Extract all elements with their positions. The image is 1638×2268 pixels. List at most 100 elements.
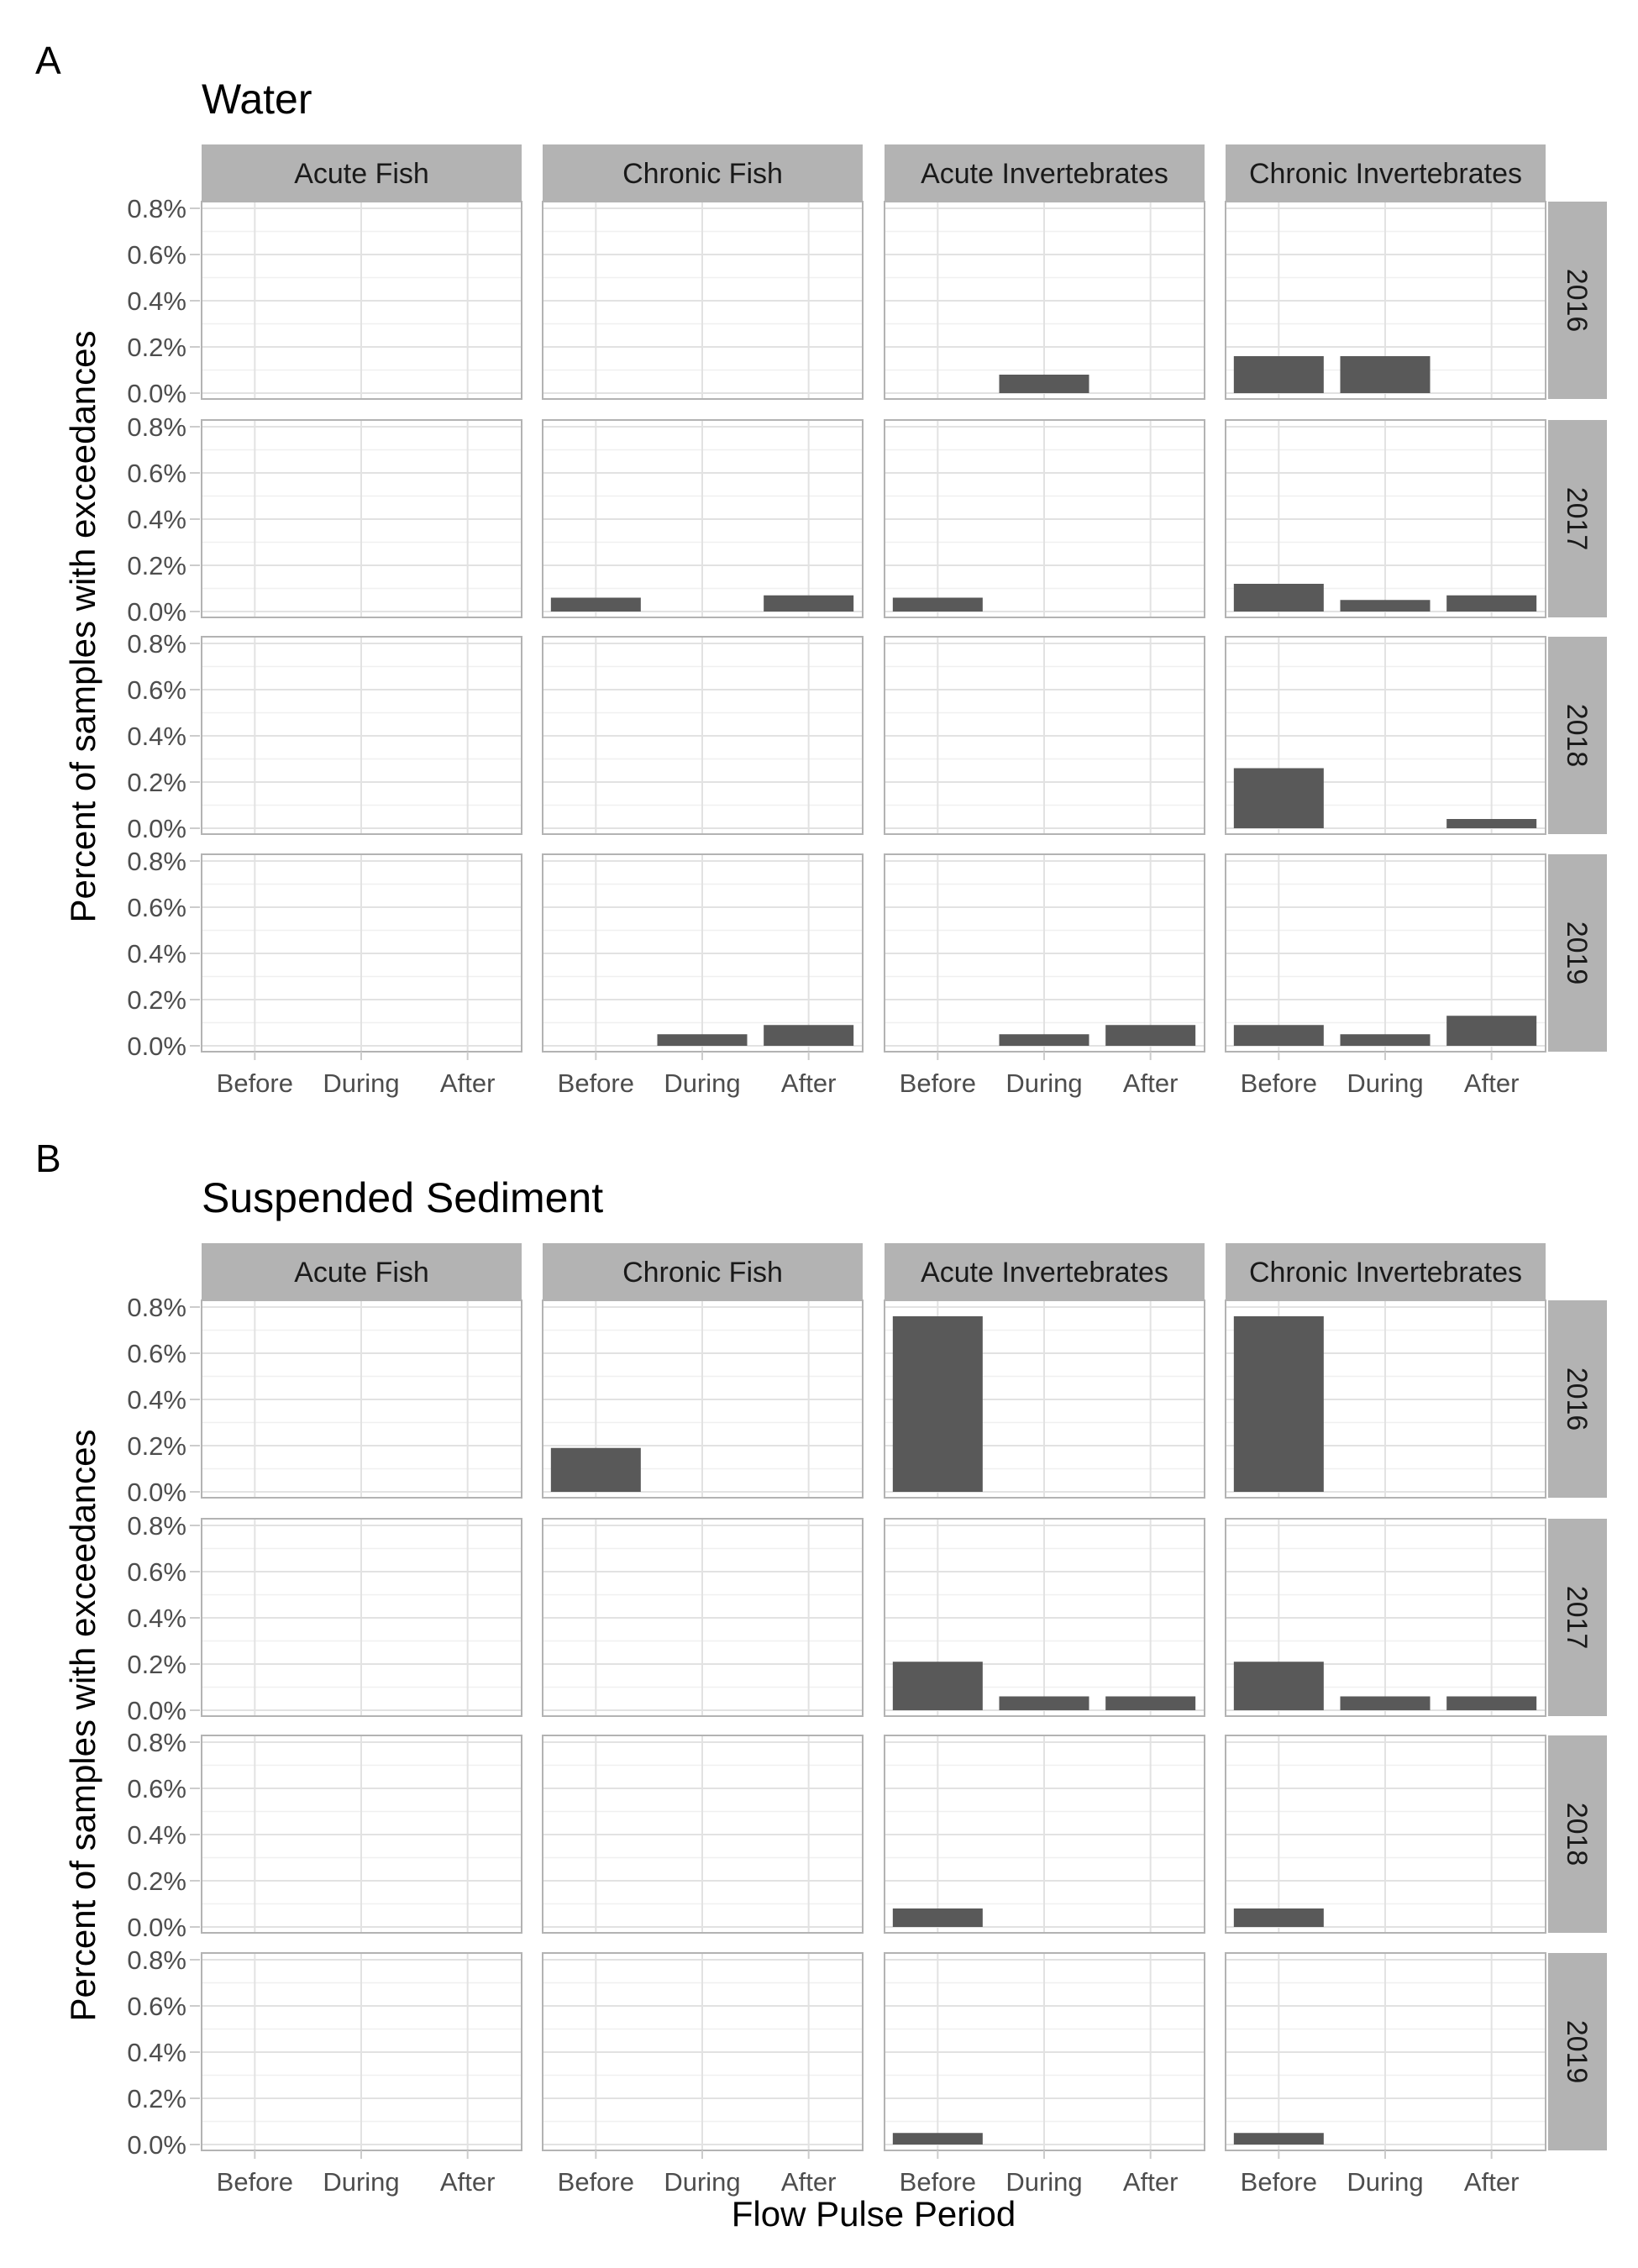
y-tick-label: 0.0%	[127, 1696, 186, 1725]
bar-after	[1446, 1696, 1537, 1710]
facet-panel-border	[884, 1518, 1205, 1717]
y-tick-label: 0.0%	[127, 814, 186, 843]
x-tick-label: After	[440, 2167, 495, 2197]
x-tick-label: During	[664, 1068, 740, 1098]
facet-strip-row	[1548, 854, 1607, 1052]
y-tick-label: 0.4%	[127, 1385, 186, 1415]
facet-panel-border	[201, 1299, 522, 1499]
facet-strip-row-label: 2018	[1561, 704, 1593, 768]
y-tick-label: 0.2%	[127, 2084, 186, 2113]
y-tick-label: 0.8%	[127, 194, 186, 223]
y-tick-label: 0.8%	[127, 1511, 186, 1541]
facet-panel-border	[1225, 1735, 1546, 1934]
y-tick-label: 0.2%	[127, 768, 186, 797]
bar-during	[999, 1696, 1089, 1710]
bar-before	[1233, 1025, 1324, 1046]
facet-panel-border	[542, 1518, 864, 1717]
facet-strip-column	[543, 1243, 863, 1300]
panel-title: Water	[202, 76, 312, 123]
x-tick-label: During	[323, 1068, 399, 1098]
bar-before	[1233, 1662, 1324, 1710]
y-tick-label: 0.0%	[127, 379, 186, 408]
bar-before	[1233, 1908, 1324, 1927]
facet-strip-column-label: Chronic Invertebrates	[1249, 1257, 1522, 1289]
x-tick-label: Before	[558, 1068, 634, 1098]
x-tick-label: Before	[1241, 2167, 1317, 2197]
y-tick-label: 0.6%	[127, 1557, 186, 1587]
bar-during	[1340, 356, 1431, 393]
y-tick-label: 0.4%	[127, 722, 186, 751]
y-tick-label: 0.6%	[127, 459, 186, 488]
y-tick-label: 0.2%	[127, 985, 186, 1015]
facet-strip-row-label: 2019	[1561, 2020, 1593, 2084]
facet-strip-row	[1548, 1953, 1607, 2150]
facet-strip-column-label: Chronic Invertebrates	[1249, 158, 1522, 190]
bar-before	[1233, 1316, 1324, 1492]
facet-panel-border	[201, 636, 522, 835]
facet-panel-border	[1225, 419, 1546, 618]
facet-strip-column	[202, 1243, 522, 1300]
x-tick-label: After	[781, 2167, 836, 2197]
y-tick-label: 0.0%	[127, 1913, 186, 1942]
x-tick-label: Before	[1241, 1068, 1317, 1098]
y-tick-label: 0.2%	[127, 1431, 186, 1461]
facet-strip-row	[1548, 1735, 1607, 1933]
y-tick-label: 0.6%	[127, 1774, 186, 1803]
facet-panel-border	[542, 1299, 864, 1499]
facet-strip-row-label: 2017	[1561, 487, 1593, 551]
facet-strip-column	[885, 1243, 1205, 1300]
bar-before	[892, 1316, 983, 1492]
y-tick-label: 0.6%	[127, 675, 186, 705]
bar-before	[1233, 584, 1324, 612]
bar-before	[892, 1662, 983, 1710]
y-tick-label: 0.4%	[127, 286, 186, 316]
x-tick-label: During	[1347, 1068, 1423, 1098]
y-axis-title: Percent of samples with exceedances	[63, 1429, 102, 2021]
facet-strip-column-label: Acute Fish	[294, 1257, 429, 1289]
facet-panel-border	[542, 201, 864, 400]
bar-during	[1340, 1696, 1431, 1710]
facet-strip-column	[202, 144, 522, 202]
y-tick-label: 0.8%	[127, 1945, 186, 1975]
bar-before	[892, 1908, 983, 1927]
facet-strip-column	[543, 144, 863, 202]
x-tick-label: Before	[217, 2167, 293, 2197]
bar-after	[1446, 1016, 1537, 1046]
bar-after	[1105, 1025, 1196, 1046]
x-tick-label: After	[1123, 2167, 1178, 2197]
y-tick-label: 0.0%	[127, 1478, 186, 1507]
facet-strip-row-label: 2018	[1561, 1803, 1593, 1866]
facet-panel-border	[201, 201, 522, 400]
bar-during	[1340, 600, 1431, 612]
x-tick-label: During	[1347, 2167, 1423, 2197]
x-tick-label: During	[664, 2167, 740, 2197]
facet-panel-border	[1225, 1518, 1546, 1717]
panel-tag-a: A	[35, 39, 61, 82]
y-tick-label: 0.0%	[127, 597, 186, 627]
bar-after	[764, 595, 854, 612]
facet-strip-column	[885, 144, 1205, 202]
facet-strip-column-label: Acute Invertebrates	[921, 1257, 1168, 1289]
y-tick-label: 0.8%	[127, 629, 186, 659]
facet-panel-border	[542, 636, 864, 835]
facet-strip-column-label: Chronic Fish	[622, 158, 783, 190]
y-tick-label: 0.4%	[127, 2038, 186, 2067]
y-tick-label: 0.6%	[127, 240, 186, 270]
y-tick-label: 0.0%	[127, 1032, 186, 1061]
facet-strip-row-label: 2016	[1561, 1368, 1593, 1431]
facet-panel-border	[542, 1735, 864, 1934]
facet-strip-column	[1226, 1243, 1546, 1300]
bar-before	[550, 597, 641, 612]
bar-before	[1233, 768, 1324, 828]
y-tick-label: 0.8%	[127, 1293, 186, 1322]
x-tick-label: After	[1464, 2167, 1519, 2197]
y-tick-label: 0.2%	[127, 551, 186, 580]
facet-strip-row	[1548, 202, 1607, 399]
bar-before	[550, 1447, 641, 1492]
facet-strip-column-label: Acute Invertebrates	[921, 158, 1168, 190]
facet-panel-border	[884, 419, 1205, 618]
y-tick-label: 0.6%	[127, 893, 186, 922]
x-tick-label: After	[440, 1068, 495, 1098]
facet-strip-row	[1548, 420, 1607, 617]
facet-panel-border	[542, 419, 864, 618]
